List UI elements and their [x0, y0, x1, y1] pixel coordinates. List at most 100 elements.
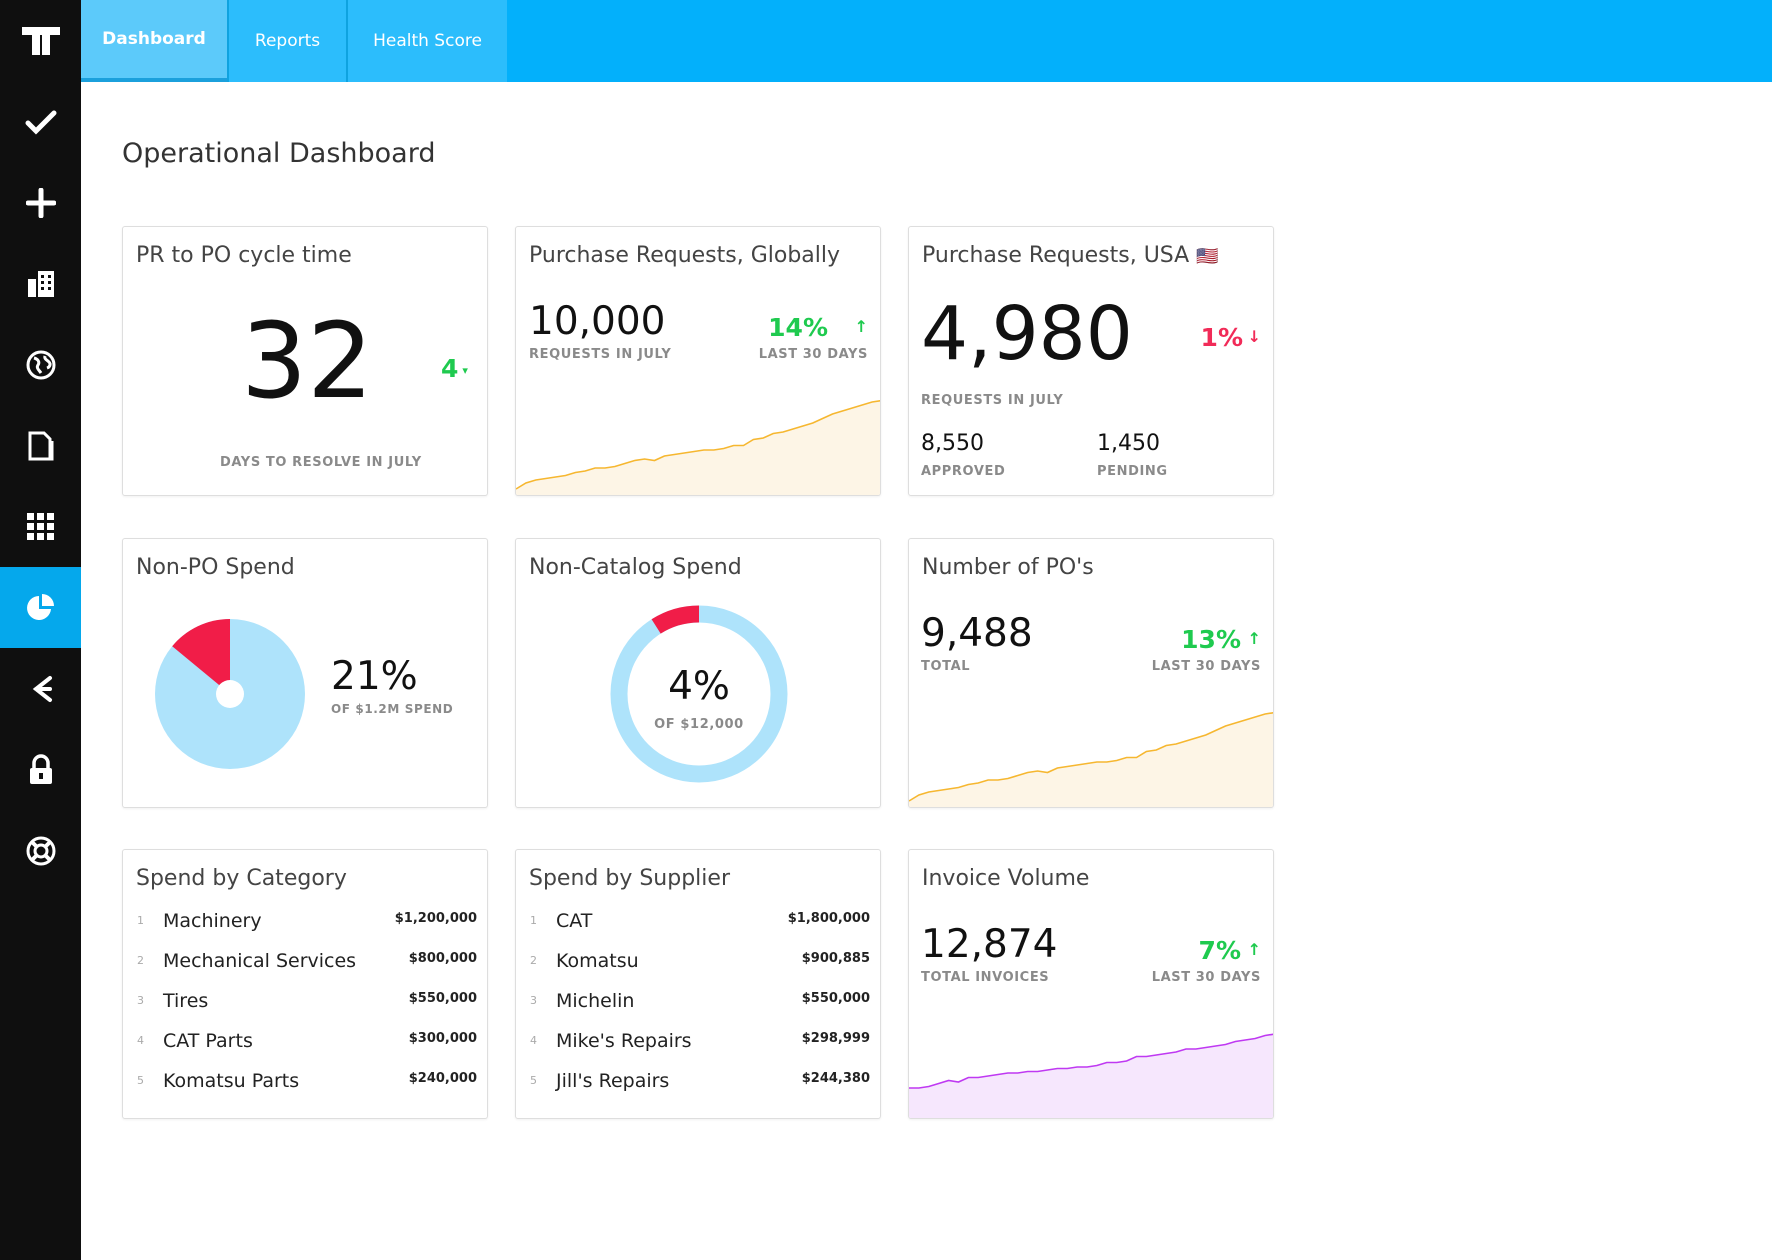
list-item-value: $244,380	[801, 1071, 870, 1086]
pr-global-card: Purchase Requests, Globally 10,000 REQUE…	[515, 226, 881, 496]
num-pos-value: 9,488	[921, 611, 1033, 656]
spend-by-category-card: Spend by Category 1 Machinery $1,200,000 2…	[122, 849, 488, 1119]
page-title: Operational Dashboard	[122, 138, 436, 169]
pr-global-delta-caption: LAST 30 DAYS	[758, 347, 868, 362]
pie-center-hole	[216, 680, 244, 708]
pr-usa-value: 4,980	[921, 291, 1133, 377]
list-item-rank: 3	[137, 994, 144, 1007]
cycle-time-value: 32	[241, 300, 374, 422]
donut-segment-non-catalog	[651, 605, 700, 634]
tab-reports-label: Reports	[254, 31, 321, 51]
list-item-value: $1,800,000	[787, 911, 870, 926]
card-title: Purchase Requests, USA 🇺🇸	[922, 243, 1219, 268]
invoice-volume-value: 12,874	[921, 922, 1058, 967]
lifebuoy-icon[interactable]	[0, 810, 81, 891]
tab-reports[interactable]: Reports	[229, 0, 346, 82]
invoice-volume-delta-value: 7%	[1198, 936, 1241, 965]
tab-divider	[346, 0, 348, 82]
list-item-name: Machinery	[163, 910, 262, 932]
pr-global-caption: REQUESTS IN JULY	[529, 347, 672, 362]
tab-divider	[227, 0, 229, 82]
plus-icon[interactable]	[0, 162, 81, 243]
trend-line	[516, 401, 881, 490]
num-pos-caption: TOTAL	[921, 659, 971, 674]
list-item-value: $900,885	[801, 951, 870, 966]
list-item-rank: 2	[530, 954, 537, 967]
building-icon[interactable]	[0, 243, 81, 324]
check-icon[interactable]	[0, 81, 81, 162]
num-pos-delta: 13%	[1181, 625, 1241, 654]
list-item-rank: 4	[137, 1034, 144, 1047]
card-title: Spend by Category	[136, 866, 347, 891]
list-item-value: $1,200,000	[394, 911, 477, 926]
list-item-name: Jill's Repairs	[556, 1070, 670, 1092]
non-po-caption: OF $1.2M SPEND	[331, 702, 454, 716]
non-po-percent: 21%	[331, 654, 418, 699]
invoice-volume-caption: TOTAL INVOICES	[921, 970, 1050, 985]
list-item[interactable]: 4 Mike's Repairs $298,999	[530, 1022, 870, 1062]
tab-dashboard[interactable]: Dashboard	[81, 0, 227, 82]
list-item[interactable]: 3 Tires $550,000	[137, 982, 477, 1022]
invoice-volume-delta: 7%	[1199, 936, 1241, 965]
list-item-name: Komatsu	[556, 950, 639, 972]
us-flag-icon: 🇺🇸	[1196, 246, 1219, 267]
logo-icon[interactable]	[0, 0, 81, 81]
list-item-rank: 1	[137, 914, 144, 927]
grid-icon[interactable]	[0, 486, 81, 567]
list-item-rank: 1	[530, 914, 537, 927]
list-item-value: $550,000	[408, 991, 477, 1006]
card-title: Non-Catalog Spend	[529, 555, 742, 580]
pie-chart-icon[interactable]	[0, 567, 81, 648]
pr-usa-delta-value: 1%	[1200, 323, 1243, 352]
list-item[interactable]: 3 Michelin $550,000	[530, 982, 870, 1022]
pr-usa-card: Purchase Requests, USA 🇺🇸 4,980 1% ↓ REQ…	[908, 226, 1274, 496]
list-item[interactable]: 2 Mechanical Services $800,000	[137, 942, 477, 982]
pr-global-delta: 14%	[768, 313, 828, 342]
list-item-rank: 4	[530, 1034, 537, 1047]
share-icon[interactable]	[0, 648, 81, 729]
list-item-name: CAT	[556, 910, 593, 932]
approved-value: 8,550	[921, 431, 984, 456]
pending-value: 1,450	[1097, 431, 1160, 456]
num-pos-delta-value: 13%	[1181, 625, 1241, 654]
tab-health-score[interactable]: Health Score	[348, 0, 507, 82]
non-catalog-spend-card: Non-Catalog Spend 4% OF $12,000	[515, 538, 881, 808]
arrow-up-icon: ↑	[1247, 629, 1261, 648]
list-item[interactable]: 1 Machinery $1,200,000	[137, 902, 477, 942]
list-item[interactable]: 2 Komatsu $900,885	[530, 942, 870, 982]
card-title: Purchase Requests, Globally	[529, 243, 841, 268]
cycle-time-delta: 4 ▾	[441, 354, 468, 383]
list-item-name: Tires	[163, 990, 209, 1012]
non-catalog-caption: OF $12,000	[654, 717, 744, 732]
trend-area	[909, 712, 1273, 807]
list-item-value: $240,000	[408, 1071, 477, 1086]
caret-down-icon: ▾	[462, 364, 468, 377]
pending-label: PENDING	[1097, 464, 1168, 479]
pie-slice-non-po	[172, 619, 230, 694]
list-item-name: Mike's Repairs	[556, 1030, 692, 1052]
cycle-time-card: PR to PO cycle time 32 4 ▾ DAYS TO RESOLV…	[122, 226, 488, 496]
invoice-volume-trend-chart	[909, 1008, 1273, 1118]
document-icon[interactable]	[0, 405, 81, 486]
globe-icon[interactable]	[0, 324, 81, 405]
list-item[interactable]: 4 CAT Parts $300,000	[137, 1022, 477, 1062]
tab-health-score-label: Health Score	[373, 31, 482, 51]
list-item-value: $300,000	[408, 1031, 477, 1046]
list-item-rank: 5	[530, 1074, 537, 1087]
cycle-time-delta-value: 4	[441, 354, 459, 383]
list-item-name: Mechanical Services	[163, 950, 357, 972]
list-item-value: $800,000	[408, 951, 477, 966]
arrow-up-icon: ↑	[854, 317, 868, 336]
lock-icon[interactable]	[0, 729, 81, 810]
cycle-time-caption: DAYS TO RESOLVE IN JULY	[220, 455, 422, 470]
invoice-volume-delta-caption: LAST 30 DAYS	[1151, 970, 1261, 985]
list-item[interactable]: 1 CAT $1,800,000	[530, 902, 870, 942]
list-item[interactable]: 5 Komatsu Parts $240,000	[137, 1062, 477, 1102]
card-title: Invoice Volume	[922, 866, 1090, 891]
list-item-rank: 3	[530, 994, 537, 1007]
card-title: PR to PO cycle time	[136, 243, 352, 268]
list-item[interactable]: 5 Jill's Repairs $244,380	[530, 1062, 870, 1102]
list-item-value: $550,000	[801, 991, 870, 1006]
card-title: Non-PO Spend	[136, 555, 295, 580]
top-nav: Dashboard Reports Health Score	[81, 0, 1772, 82]
